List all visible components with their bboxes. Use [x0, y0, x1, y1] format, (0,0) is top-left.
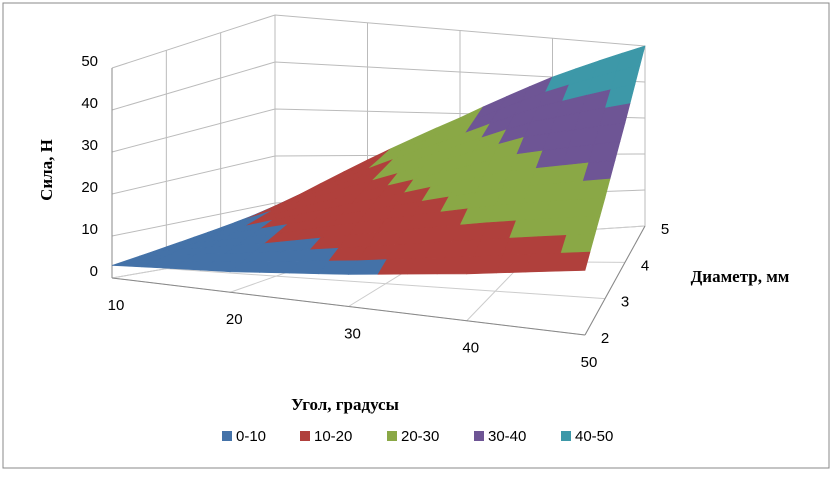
grid-line — [166, 268, 606, 300]
legend-swatch — [222, 431, 232, 441]
z-tick-label: 50 — [81, 53, 98, 70]
y-tick-label: 5 — [661, 221, 669, 238]
z-tick-label: 0 — [90, 263, 98, 280]
legend-swatch — [474, 431, 484, 441]
x-tick-label: 50 — [581, 354, 598, 371]
axis-line — [111, 277, 586, 336]
y-tick-label: 2 — [601, 330, 609, 347]
legend-label: 20-30 — [401, 428, 439, 445]
z-tick-label: 20 — [81, 179, 98, 196]
x-tick-label: 20 — [226, 311, 243, 328]
surface-patch — [571, 197, 606, 218]
surface-patch — [566, 215, 601, 236]
y-tick-label: 4 — [641, 257, 649, 274]
z-axis-title: Сила, Н — [37, 139, 56, 201]
y-axis-title: Диаметр, мм — [691, 267, 790, 286]
legend-swatch — [387, 431, 397, 441]
surface-patch — [554, 251, 591, 272]
z-tick-label: 10 — [81, 221, 98, 238]
x-tick-label: 40 — [462, 340, 479, 357]
axis-line — [584, 225, 646, 336]
z-tick-label: 30 — [81, 137, 98, 154]
y-tick-label: 3 — [621, 294, 629, 311]
legend-label: 10-20 — [314, 428, 352, 445]
legend-label: 30-40 — [488, 428, 526, 445]
legend-label: 0-10 — [236, 428, 266, 445]
legend-swatch — [300, 431, 310, 441]
x-axis-title: Угол, градусы — [291, 395, 399, 414]
x-tick-label: 10 — [108, 297, 125, 314]
surface-patch — [560, 233, 596, 254]
x-tick-label: 30 — [344, 325, 361, 342]
legend-label: 40-50 — [575, 428, 613, 445]
legend-swatch — [561, 431, 571, 441]
z-tick-label: 40 — [81, 95, 98, 112]
